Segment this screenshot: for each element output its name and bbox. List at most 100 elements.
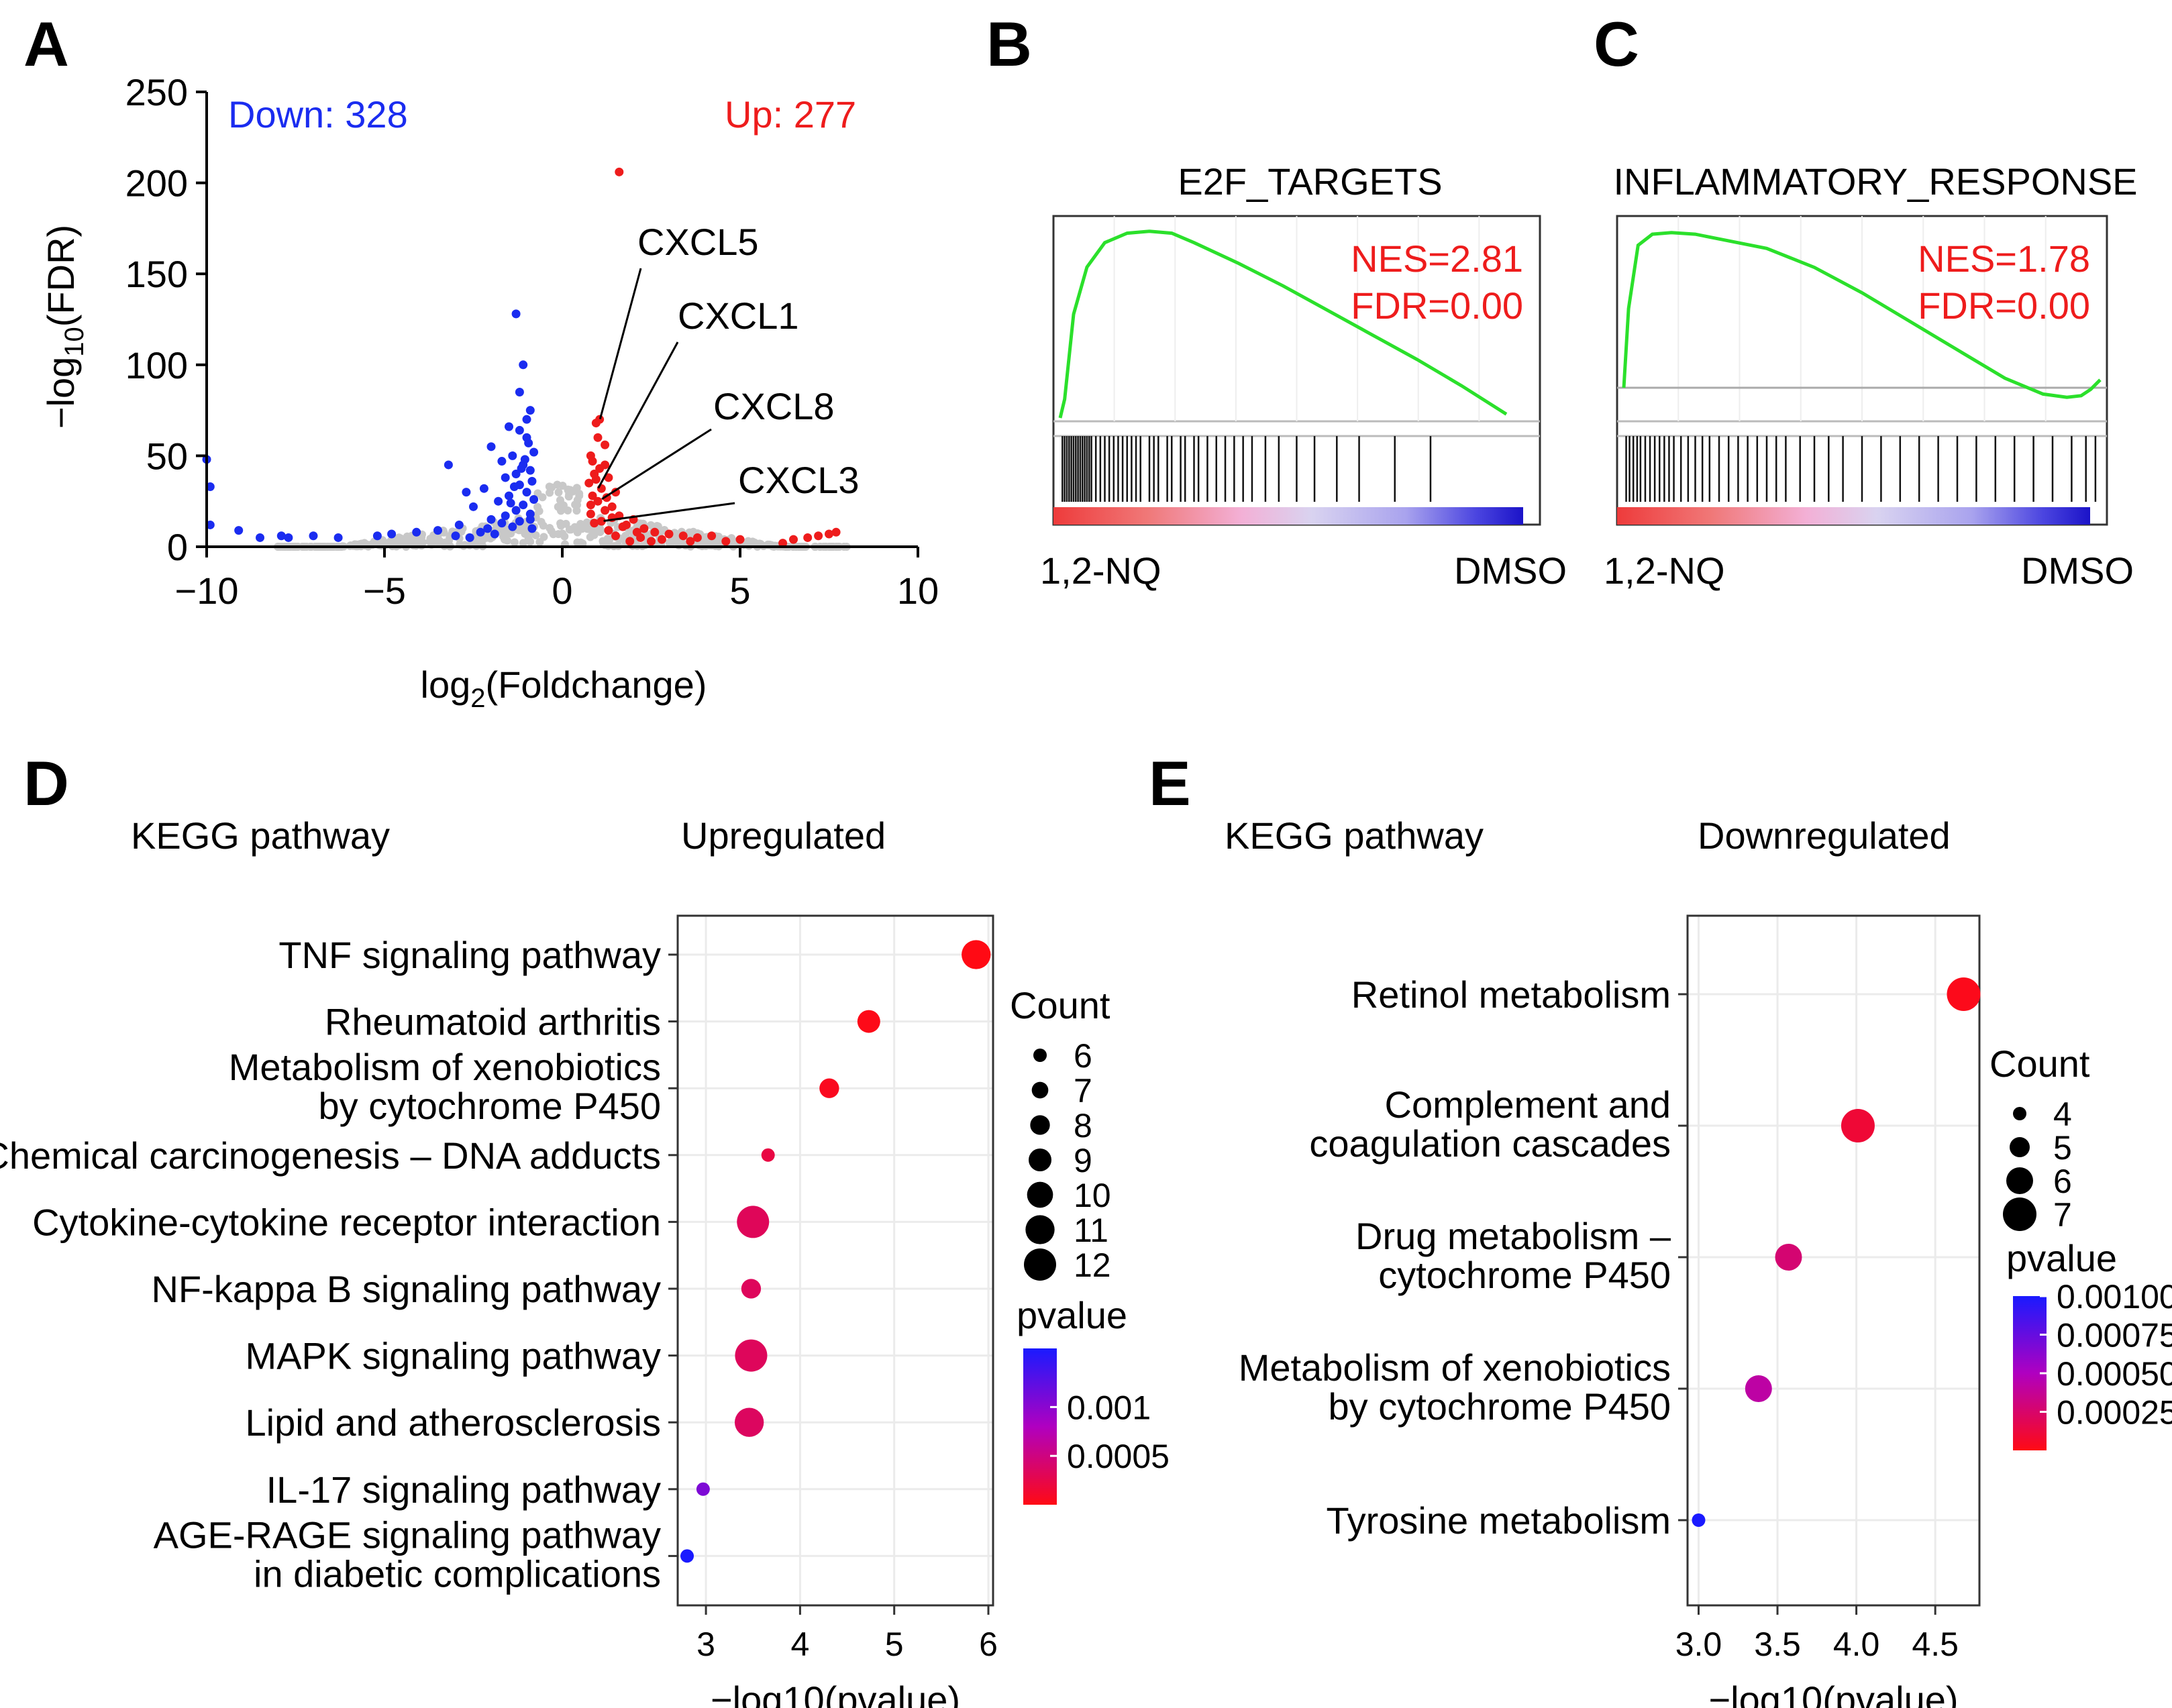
color-legend-label: 0.00075 (2057, 1317, 2172, 1354)
down-point (505, 491, 513, 500)
nes-value: NES=1.78 (1918, 237, 2090, 280)
ns-point (478, 536, 487, 545)
color-legend-title: pvalue (2006, 1237, 2117, 1279)
count-legend-dot (1033, 1049, 1047, 1062)
down-point (508, 451, 517, 460)
nes-value: NES=2.81 (1351, 237, 1523, 280)
up-point (707, 531, 717, 541)
down-point (505, 422, 513, 431)
gene-leader-line (599, 268, 642, 419)
color-legend-label: 0.00025 (2057, 1394, 2172, 1432)
up-point (590, 519, 599, 528)
color-legend-label: 0.001 (1067, 1389, 1151, 1426)
rank-metric-bar (1053, 507, 1523, 525)
count-legend-label: 11 (1074, 1212, 1108, 1249)
pathway-dot (1745, 1375, 1772, 1402)
up-point (803, 533, 813, 542)
ns-point (425, 537, 434, 545)
count-legend-label: 7 (1074, 1072, 1092, 1110)
x-tick-label: 3.5 (1754, 1625, 1801, 1663)
ns-point (586, 533, 594, 541)
enrichment-curve (1058, 229, 1508, 419)
pathway-label: TNF signaling pathway (278, 934, 661, 976)
panel-letter-e: E (1149, 748, 1191, 818)
up-point (639, 524, 649, 533)
up-point (692, 533, 702, 542)
x-tick-label: 6 (979, 1625, 998, 1663)
down-point (524, 438, 533, 447)
pathway-dot (741, 1279, 762, 1299)
up-point (584, 478, 594, 488)
count-legend-dot (1029, 1149, 1051, 1171)
ns-point (557, 500, 566, 509)
pathway-label-line1: Complement and (1385, 1083, 1671, 1126)
pathway-dot (737, 1206, 770, 1238)
ns-point (711, 538, 720, 547)
y-tick-label: 100 (125, 344, 188, 386)
down-point (497, 457, 507, 466)
fdr-value: FDR=0.00 (1351, 284, 1523, 327)
phenotype-left-label: 1,2-NQ (1040, 549, 1161, 592)
ns-point (554, 488, 563, 496)
pathway-dot (696, 1482, 710, 1496)
pathway-label-line1: AGE-RAGE signaling pathway (154, 1513, 661, 1556)
count-legend-dot (2013, 1107, 2026, 1120)
down-point (527, 524, 537, 533)
x-tick-label: 5 (885, 1625, 904, 1663)
panel-letter-b: B (986, 9, 1032, 79)
up-point (664, 529, 674, 539)
volcano-y-axis-title: −log10(FDR) (40, 225, 89, 429)
ns-point (564, 485, 572, 494)
pathway-dot (962, 940, 991, 969)
down-point (511, 470, 521, 479)
y-tick-label: 200 (125, 162, 188, 205)
pathway-dot (761, 1148, 775, 1162)
down-point (333, 533, 343, 542)
ns-point (582, 518, 591, 527)
pathway-dot (1692, 1513, 1706, 1527)
down-point (525, 406, 535, 415)
x-tick-label: 4.0 (1833, 1625, 1880, 1663)
up-point (632, 527, 641, 537)
pathway-dot (1775, 1244, 1802, 1271)
down-point (519, 360, 528, 370)
ns-point (521, 524, 529, 533)
ns-point (599, 537, 607, 545)
panel-letter-a: A (23, 9, 69, 79)
color-legend-label: 0.0005 (1067, 1438, 1170, 1475)
pathway-label-line1: Metabolism of xenobiotics (1239, 1346, 1671, 1389)
count-legend-dot (1031, 1081, 1049, 1099)
count-legend-dot (2010, 1137, 2030, 1157)
pathway-label: Rheumatoid arthritis (325, 1001, 661, 1043)
ns-point (510, 538, 519, 547)
up-point (601, 506, 610, 515)
down-point (515, 425, 524, 435)
ns-point (546, 488, 554, 497)
ns-point (647, 521, 656, 529)
down-point (490, 529, 499, 539)
up-point (604, 526, 613, 535)
x-tick-label: 3.0 (1675, 1625, 1722, 1663)
down-point (486, 515, 496, 524)
gene-label-cxcl8: CXCL8 (713, 385, 835, 427)
down-point (509, 482, 519, 492)
ns-point (531, 531, 540, 539)
count-legend-label: 12 (1074, 1246, 1111, 1284)
up-point (588, 491, 597, 500)
up-point (607, 502, 617, 511)
down-point (469, 502, 478, 511)
down-point (529, 494, 539, 504)
down-point (451, 531, 460, 541)
plot-frame (1686, 914, 1981, 1607)
down-point (525, 466, 535, 475)
gene-label-cxcl5: CXCL5 (637, 221, 759, 263)
count-legend-dot (1027, 1181, 1053, 1208)
up-point (593, 496, 603, 506)
plot-background (678, 916, 993, 1605)
count-legend-dot (1030, 1115, 1050, 1135)
ns-point (441, 538, 450, 547)
x-axis-title: −log10(pvalue) (711, 1678, 960, 1708)
volcano-x-axis-title: log2(Foldchange) (421, 663, 707, 713)
up-point (591, 475, 601, 484)
